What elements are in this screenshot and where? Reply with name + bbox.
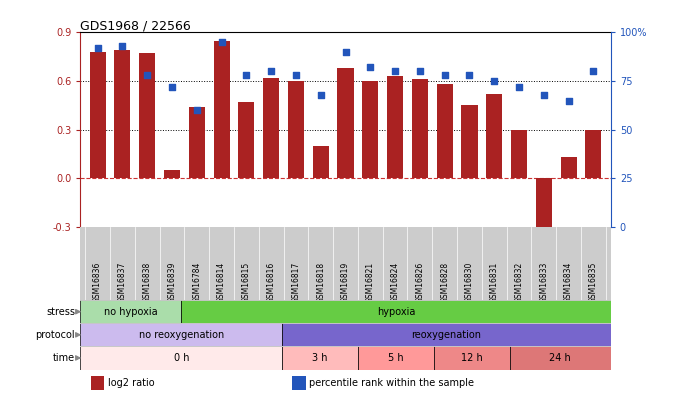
Bar — [362, 81, 378, 179]
Point — [340, 49, 351, 55]
Bar — [283, 323, 611, 346]
Bar — [238, 102, 254, 179]
Point — [290, 72, 302, 79]
Text: percentile rank within the sample: percentile rank within the sample — [309, 378, 475, 388]
Point — [389, 68, 401, 75]
Point — [216, 39, 227, 45]
Point — [265, 68, 276, 75]
Text: hypoxia: hypoxia — [377, 307, 415, 317]
Text: 3 h: 3 h — [313, 353, 328, 363]
Point — [538, 92, 549, 98]
Bar — [263, 78, 279, 179]
Bar — [560, 158, 577, 179]
Bar — [387, 76, 403, 179]
Point — [241, 72, 252, 79]
Bar — [434, 346, 510, 369]
Bar — [214, 40, 230, 179]
Text: protocol: protocol — [36, 330, 75, 340]
Point — [415, 68, 426, 75]
Bar — [283, 346, 358, 369]
Point — [514, 84, 525, 90]
Bar — [114, 50, 131, 179]
Point — [439, 72, 450, 79]
Bar — [337, 68, 354, 179]
Bar — [510, 346, 611, 369]
Bar — [181, 300, 611, 323]
Bar — [358, 346, 434, 369]
Point — [563, 97, 574, 104]
Bar — [89, 52, 105, 179]
Bar — [437, 84, 453, 179]
Point — [489, 78, 500, 84]
Point — [588, 68, 599, 75]
Text: reoxygenation: reoxygenation — [412, 330, 482, 340]
Text: time: time — [53, 353, 75, 363]
Text: 12 h: 12 h — [461, 353, 483, 363]
Point — [166, 84, 177, 90]
Text: GDS1968 / 22566: GDS1968 / 22566 — [80, 19, 191, 32]
Text: no reoxygenation: no reoxygenation — [139, 330, 224, 340]
Text: 0 h: 0 h — [174, 353, 189, 363]
Bar — [412, 79, 428, 179]
Text: log2 ratio: log2 ratio — [108, 378, 154, 388]
Text: 24 h: 24 h — [549, 353, 571, 363]
Bar — [536, 179, 552, 235]
Point — [315, 92, 326, 98]
Bar — [511, 130, 527, 179]
Point — [191, 107, 202, 113]
Bar — [313, 146, 329, 179]
Bar — [80, 346, 283, 369]
Text: stress: stress — [46, 307, 75, 317]
Bar — [461, 105, 477, 179]
Point — [117, 43, 128, 49]
Text: no hypoxia: no hypoxia — [104, 307, 158, 317]
Point — [92, 45, 103, 51]
Bar — [292, 376, 306, 390]
Bar — [139, 53, 155, 179]
Bar — [188, 107, 205, 179]
Bar — [164, 171, 180, 179]
Point — [464, 72, 475, 79]
Point — [142, 72, 153, 79]
Bar — [487, 94, 503, 179]
Bar — [288, 81, 304, 179]
Text: 5 h: 5 h — [388, 353, 404, 363]
Bar — [80, 300, 181, 323]
Bar — [586, 130, 602, 179]
Bar — [91, 376, 104, 390]
Bar — [80, 323, 283, 346]
Point — [365, 64, 376, 71]
